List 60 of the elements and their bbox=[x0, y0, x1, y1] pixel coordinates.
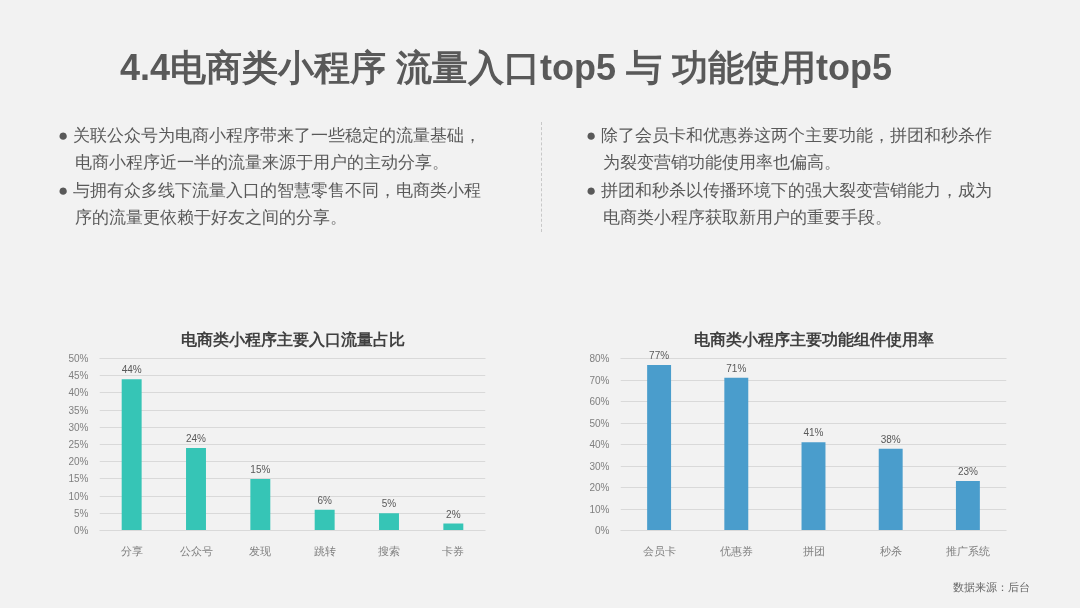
bar bbox=[724, 377, 749, 531]
y-tick-label: 40% bbox=[589, 439, 610, 450]
y-tick-label: 40% bbox=[68, 387, 89, 399]
source-note: 数据来源：后台 bbox=[953, 581, 1030, 593]
text: ● 拼团和秒杀以传播环境下的强大裂变营销能力，成为电商类小程序获取新用户的重要手段。 bbox=[586, 180, 993, 229]
data-label: 15% bbox=[250, 463, 271, 475]
y-tick-label: 50% bbox=[68, 353, 89, 364]
data-label: 44% bbox=[121, 364, 142, 376]
y-tick-label: 10% bbox=[589, 503, 610, 515]
y-tick-label: 20% bbox=[589, 482, 610, 493]
text: ● 关联公众号为电商小程序带来了一些稳定的流量基础，电商小程序近一半的流量来源于用户的主动分享。 bbox=[58, 125, 482, 174]
chart-title: 电商类小程序主要功能组件使用率 bbox=[693, 329, 934, 348]
bar bbox=[801, 442, 826, 531]
y-tick-label: 35% bbox=[68, 404, 89, 416]
data-label: 38% bbox=[880, 433, 901, 445]
y-tick-label: 80% bbox=[589, 353, 610, 364]
text: ● 除了会员卡和优惠券这两个主要功能，拼团和秒杀作为裂变营销功能使用率也偏高。 bbox=[586, 125, 993, 174]
y-tick-label: 10% bbox=[68, 490, 89, 502]
x-tick-label: 优惠券 bbox=[719, 544, 753, 557]
y-tick-label: 30% bbox=[68, 421, 89, 433]
x-tick-label: 分享 bbox=[120, 544, 143, 557]
bar bbox=[250, 478, 271, 531]
x-tick-label: 发现 bbox=[249, 544, 272, 557]
x-tick-label: 推广系统 bbox=[945, 544, 990, 557]
y-tick-label: 20% bbox=[68, 456, 89, 468]
y-tick-label: 45% bbox=[68, 370, 89, 382]
x-tick-label: 拼团 bbox=[802, 544, 825, 557]
y-tick-label: 5% bbox=[74, 507, 89, 519]
data-label: 41% bbox=[803, 427, 824, 439]
y-tick-label: 15% bbox=[68, 473, 89, 485]
y-tick-label: 30% bbox=[589, 460, 610, 472]
chart-title: 电商类小程序主要入口流量占比 bbox=[180, 329, 405, 348]
x-tick-label: 秒杀 bbox=[879, 544, 902, 557]
bar bbox=[186, 447, 206, 531]
y-tick-label: 0% bbox=[595, 525, 610, 536]
data-label: 71% bbox=[726, 362, 747, 374]
x-tick-label: 跳转 bbox=[313, 544, 336, 557]
data-label: 5% bbox=[381, 498, 397, 510]
data-label: 23% bbox=[957, 466, 979, 478]
y-tick-label: 60% bbox=[589, 396, 610, 407]
y-tick-label: 70% bbox=[589, 374, 610, 386]
text: 4.4电商类小程序 流量入口top5 与 功能使用top5 bbox=[119, 46, 893, 90]
x-tick-label: 会员卡 bbox=[642, 544, 676, 557]
data-label: 77% bbox=[649, 349, 670, 361]
data-label: 6% bbox=[317, 494, 332, 506]
bar bbox=[647, 364, 672, 531]
bar bbox=[878, 448, 903, 531]
bar bbox=[379, 513, 399, 531]
x-tick-label: 搜索 bbox=[378, 544, 400, 557]
y-tick-label: 0% bbox=[74, 525, 89, 536]
bar bbox=[121, 379, 142, 531]
y-tick-label: 25% bbox=[68, 439, 89, 450]
data-label: 2% bbox=[446, 508, 461, 520]
y-tick-label: 50% bbox=[589, 417, 610, 429]
x-tick-label: 卡券 bbox=[442, 544, 465, 557]
bar bbox=[955, 481, 980, 531]
data-label: 24% bbox=[185, 432, 207, 444]
text: ● 与拥有众多线下流量入口的智慧零售不同，电商类小程序的流量更依赖于好友之间的分享。 bbox=[58, 180, 482, 229]
bar bbox=[314, 509, 335, 531]
x-tick-label: 公众号 bbox=[179, 544, 213, 557]
